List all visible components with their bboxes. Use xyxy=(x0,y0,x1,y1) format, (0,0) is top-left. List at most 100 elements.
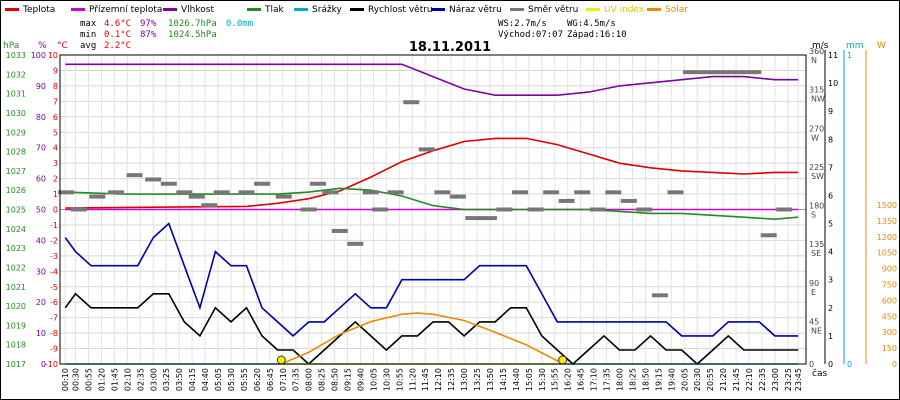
tick-wind-speed: 11 xyxy=(828,51,838,60)
marker-východ xyxy=(276,355,286,365)
tick-pressure: 1026 xyxy=(6,186,26,195)
stats-min-temp: 0.1°C xyxy=(104,30,131,40)
tick-wind-speed: 9 xyxy=(828,107,833,116)
tick-temperature: -2 xyxy=(50,236,58,245)
tick-humidity: 90 xyxy=(36,82,46,91)
legend-swatch-tlak xyxy=(247,8,261,11)
tick-humidity: 10 xyxy=(36,329,46,338)
series-point-wind-direction xyxy=(512,190,529,195)
series-point-wind-direction xyxy=(322,190,339,195)
x-tick-label: 07:35 xyxy=(292,368,301,391)
tick-pressure: 1027 xyxy=(6,167,26,176)
series-point-wind-direction xyxy=(698,70,715,75)
tick-wind-speed: 6 xyxy=(828,191,833,200)
tick-solar: 600 xyxy=(882,296,897,305)
tick-temperature: 2 xyxy=(53,175,58,184)
plot-frame xyxy=(59,54,807,365)
x-tick-label: 03:00 xyxy=(149,368,158,391)
wind-ws: WS:2.7m/s xyxy=(498,19,547,29)
tick-solar: 1050 xyxy=(877,249,897,258)
x-tick-label: 14:15 xyxy=(499,368,508,391)
series-point-wind-direction xyxy=(176,190,193,195)
x-tick-label: 14:40 xyxy=(512,368,521,391)
x-tick-label: 20:30 xyxy=(693,368,702,391)
tick-wind-speed: 8 xyxy=(828,135,833,144)
tick-direction-name: NE xyxy=(811,326,822,335)
x-tick-label: 22:10 xyxy=(745,368,754,391)
x-tick-label: 05:55 xyxy=(240,368,249,391)
tick-temperature: -7 xyxy=(50,314,58,323)
tick-temperature: 9 xyxy=(53,66,58,75)
stats-max-rain: 0.0mm xyxy=(226,19,253,29)
x-tick-label: 01:45 xyxy=(110,368,119,391)
tick-temperature: 5 xyxy=(53,128,58,137)
x-tick-label: 07:10 xyxy=(279,368,288,391)
x-tick-label: 16:45 xyxy=(577,368,586,391)
tick-pressure: 1020 xyxy=(6,302,26,311)
x-tick-label: 10:05 xyxy=(369,368,378,391)
tick-solar: 750 xyxy=(882,281,897,290)
x-tick-label: 23:45 xyxy=(794,368,803,391)
legend-label-teplota: Teplota xyxy=(22,5,55,15)
tick-temperature: -3 xyxy=(50,252,58,261)
series-point-wind-direction xyxy=(636,207,653,212)
x-tick-label: 16:20 xyxy=(564,368,573,391)
x-tick-label: 10:55 xyxy=(395,368,404,391)
series-point-wind-direction xyxy=(70,207,87,212)
tick-pressure: 1028 xyxy=(6,148,26,157)
unit-ms: m/s xyxy=(812,41,829,51)
tick-pressure: 1017 xyxy=(6,360,26,369)
x-tick-label: 19:40 xyxy=(667,368,676,391)
x-tick-label: 17:10 xyxy=(590,368,599,391)
series-point-wind-direction xyxy=(145,177,162,182)
series-point-wind-direction xyxy=(465,216,482,221)
tick-wind-speed: 5 xyxy=(828,220,833,229)
unit-degc: °C xyxy=(57,41,68,51)
stats-block: max 4.6°C 97% 1026.7hPa 0.0mm min 0.1°C … xyxy=(80,19,253,51)
x-tick-label: 18:00 xyxy=(616,368,625,391)
series-point-wind-direction xyxy=(729,70,746,75)
series-point-wind-direction xyxy=(449,194,466,199)
tick-wind-speed: 1 xyxy=(828,332,833,341)
x-tick-label: 02:10 xyxy=(123,368,132,391)
tick-temperature: 0 xyxy=(53,206,58,215)
x-tick-label: 09:40 xyxy=(356,368,365,391)
x-tick-label: 13:00 xyxy=(460,368,469,391)
tick-pressure: 1030 xyxy=(6,109,26,118)
series-line-solar xyxy=(280,312,564,365)
tick-temperature: 8 xyxy=(53,82,58,91)
legend-swatch-teplota xyxy=(5,8,19,11)
legend-label-srazky: Srážky xyxy=(312,5,343,15)
series-point-wind-direction xyxy=(213,190,230,195)
tick-temperature: 3 xyxy=(53,159,58,168)
series-point-wind-direction xyxy=(496,207,513,212)
legend-swatch-naraz xyxy=(431,8,445,11)
tick-solar: 1500 xyxy=(877,201,897,210)
legend-swatch-smer xyxy=(510,8,524,11)
stats-min-press: 1024.5hPa xyxy=(168,30,217,40)
legend-label-tlak: Tlak xyxy=(264,5,285,15)
unit-mm: mm xyxy=(846,41,864,51)
tick-temperature: -6 xyxy=(50,298,58,307)
x-tick-label: 03:25 xyxy=(162,368,171,391)
unit-time: čas xyxy=(812,368,827,379)
x-tick-label: 20:55 xyxy=(706,368,715,391)
x-tick-label: 17:35 xyxy=(603,368,612,391)
series-line-vlhkost xyxy=(65,63,799,96)
x-tick-label: 13:25 xyxy=(473,368,482,391)
tick-solar: 0 xyxy=(892,360,897,369)
tick-direction: 180 xyxy=(809,202,824,211)
series-point-wind-direction xyxy=(667,190,684,195)
series-point-wind-direction xyxy=(434,190,451,195)
series-point-wind-direction xyxy=(126,173,143,178)
tick-wind-speed: 10 xyxy=(828,79,838,88)
tick-wind-speed: 2 xyxy=(828,304,833,313)
series-point-wind-direction xyxy=(372,207,389,212)
tick-pressure: 1032 xyxy=(6,70,26,79)
series-point-wind-direction xyxy=(605,190,622,195)
x-tick-label: 23:00 xyxy=(771,368,780,391)
marker-západ xyxy=(558,355,568,365)
sunrise-time: Východ:07:07 xyxy=(498,30,563,40)
tick-temperature: -1 xyxy=(50,221,58,230)
